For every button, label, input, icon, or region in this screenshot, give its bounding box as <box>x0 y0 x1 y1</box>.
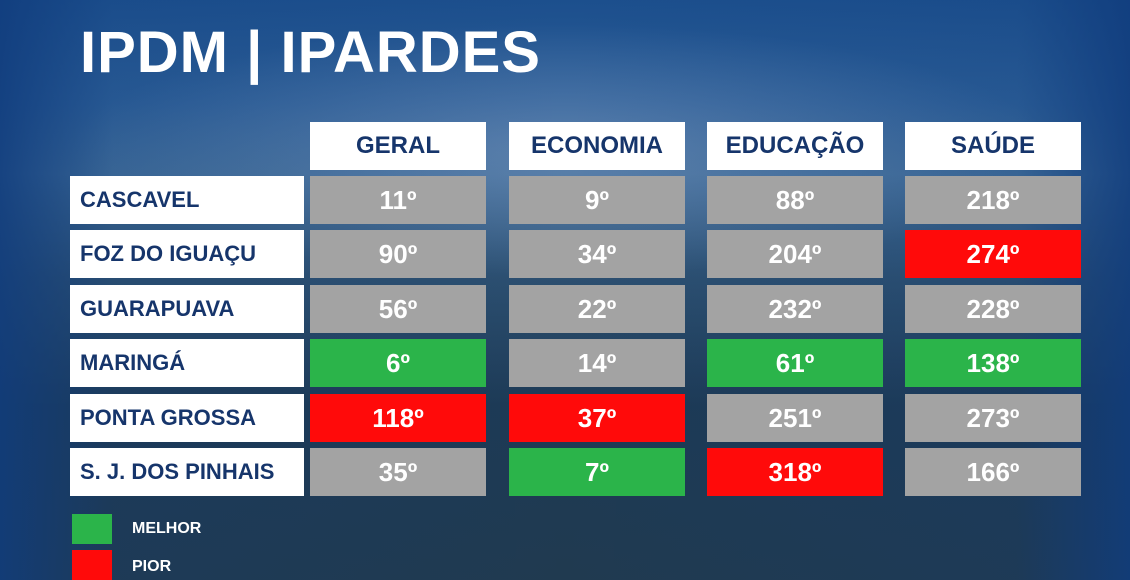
rank-cell: 88º <box>707 176 883 224</box>
legend-worst-swatch <box>72 550 112 580</box>
legend-worst-label: PIOR <box>132 558 172 575</box>
rank-cell: 204º <box>707 230 883 278</box>
row-label-city: FOZ DO IGUAÇU <box>70 230 304 278</box>
rank-cell: 166º <box>905 448 1081 496</box>
rank-cell: 56º <box>310 285 486 333</box>
row-label-city: S. J. DOS PINHAIS <box>70 448 304 496</box>
rank-cell: 11º <box>310 176 486 224</box>
row-label-city: MARINGÁ <box>70 339 304 387</box>
rank-cell: 9º <box>509 176 685 224</box>
row-label-city: CASCAVEL <box>70 176 304 224</box>
page-title: IPDM | IPARDES <box>80 20 541 85</box>
row-label-city: PONTA GROSSA <box>70 394 304 442</box>
rank-cell: 7º <box>509 448 685 496</box>
rank-cell: 6º <box>310 339 486 387</box>
rank-cell: 90º <box>310 230 486 278</box>
rank-cell: 218º <box>905 176 1081 224</box>
rank-cell: 61º <box>707 339 883 387</box>
rank-cell: 273º <box>905 394 1081 442</box>
rank-cell: 318º <box>707 448 883 496</box>
rank-cell: 35º <box>310 448 486 496</box>
rank-cell: 228º <box>905 285 1081 333</box>
row-label-city: GUARAPUAVA <box>70 285 304 333</box>
rank-cell: 232º <box>707 285 883 333</box>
rank-cell: 274º <box>905 230 1081 278</box>
rank-cell: 34º <box>509 230 685 278</box>
column-header-saude: SAÚDE <box>905 122 1081 170</box>
rank-cell: 14º <box>509 339 685 387</box>
rank-cell: 251º <box>707 394 883 442</box>
legend-best-label: MELHOR <box>132 520 202 537</box>
column-header-educacao: EDUCAÇÃO <box>707 122 883 170</box>
rank-cell: 138º <box>905 339 1081 387</box>
column-header-economia: ECONOMIA <box>509 122 685 170</box>
rank-cell: 22º <box>509 285 685 333</box>
column-header-geral: GERAL <box>310 122 486 170</box>
legend-best-swatch <box>72 514 112 544</box>
rank-cell: 118º <box>310 394 486 442</box>
rank-cell: 37º <box>509 394 685 442</box>
